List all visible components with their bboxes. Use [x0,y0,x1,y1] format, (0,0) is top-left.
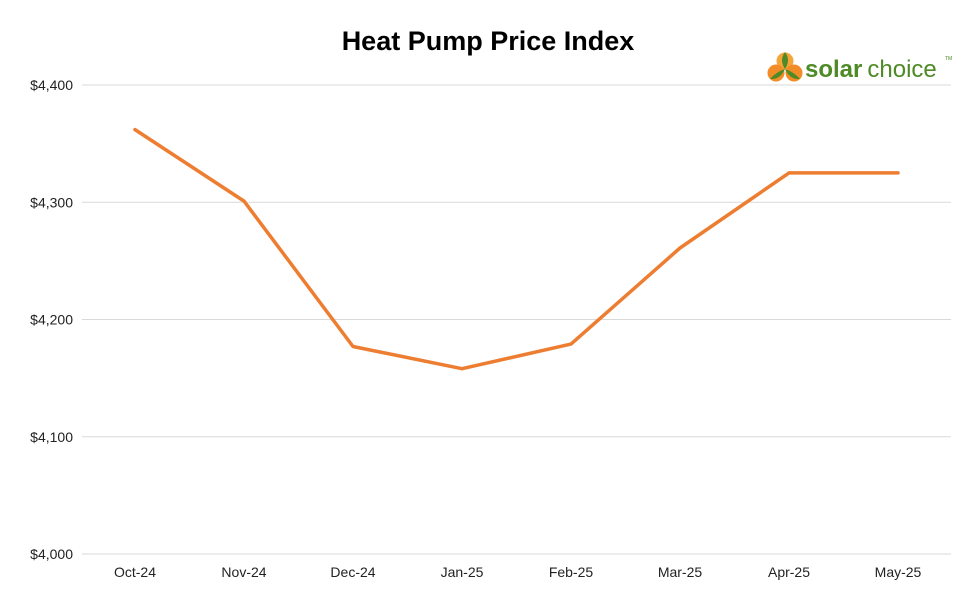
data-point-Jan-25 [460,367,464,371]
x-tick-label: Jan-25 [441,564,484,580]
gridlines [82,84,951,555]
data-point-Oct-24 [133,128,137,132]
x-tick-label: Apr-25 [768,564,810,580]
logo-leaf-right [785,69,800,80]
logo-trademark: TM [945,56,952,62]
solar-choice-logo: solar choice TM [767,52,952,83]
x-tick-label: Dec-24 [330,564,375,580]
y-tick-label: $4,000 [30,546,73,562]
chart-title: Heat Pump Price Index [342,26,635,56]
data-point-Feb-25 [569,342,573,346]
y-tick-label: $4,100 [30,429,73,445]
y-tick-label: $4,400 [30,77,73,93]
logo-leaf-top [782,52,788,69]
data-point-Mar-25 [678,246,682,250]
logo-word-solar: solar [805,56,862,83]
data-point-Dec-24 [351,344,355,348]
y-tick-label: $4,200 [30,312,73,328]
x-axis-tick-labels: Oct-24 Nov-24 Dec-24 Jan-25 Feb-25 Mar-25 Apr-… [114,564,922,580]
x-tick-label: May-25 [875,564,922,580]
x-tick-label: Feb-25 [549,564,594,580]
x-tick-label: Nov-24 [221,564,266,580]
data-point-Apr-25 [787,171,791,175]
y-axis-tick-labels: $4,000 $4,100 $4,200 $4,300 $4,400 [30,77,73,562]
logo-leaf-left [770,69,785,80]
y-tick-label: $4,300 [30,194,73,210]
logo-wordmark: solar choice [805,56,937,83]
logo-word-choice: choice [867,56,936,83]
series-line [133,127,900,371]
price-series [133,127,900,371]
x-tick-label: Mar-25 [658,564,703,580]
data-point-Nov-24 [242,199,246,203]
data-point-May-25 [896,171,900,175]
x-tick-label: Oct-24 [114,564,156,580]
sun-flower-icon [767,52,803,82]
